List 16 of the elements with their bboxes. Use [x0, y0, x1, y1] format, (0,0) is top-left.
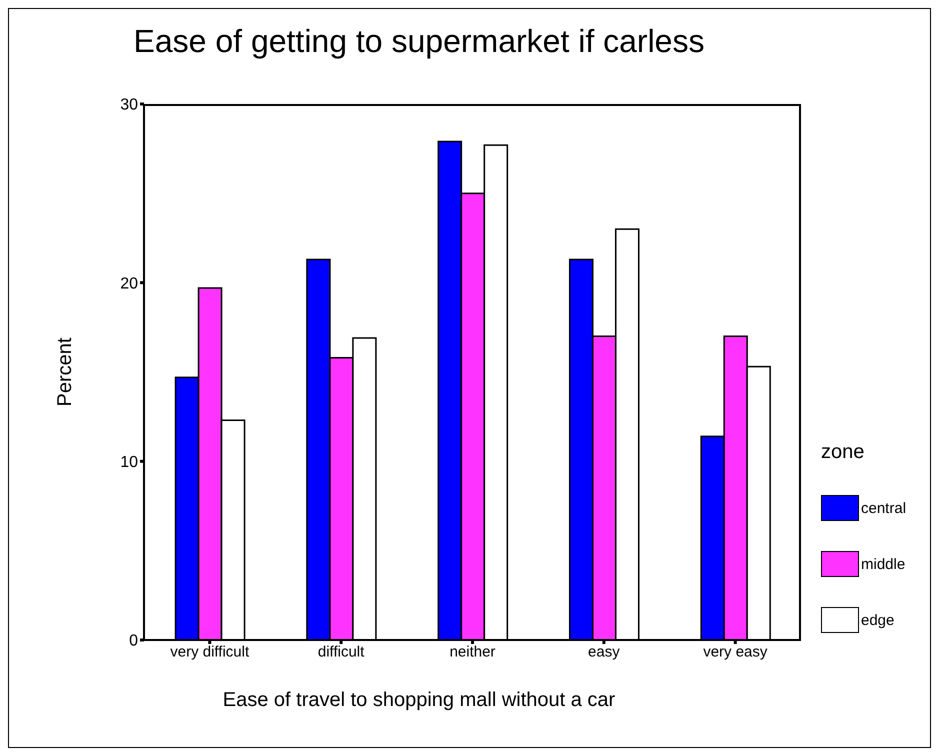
x-tick-label: neither	[450, 644, 496, 661]
x-tick-label: very difficult	[170, 644, 250, 661]
x-tick-label: difficult	[318, 644, 366, 661]
legend-label: middle	[861, 556, 906, 572]
y-tick-label: 20	[120, 275, 138, 292]
y-tick-label: 30	[120, 96, 138, 114]
legend-title: zone	[821, 441, 866, 464]
legend-label: edge	[861, 612, 894, 628]
y-axis-title: Percent	[54, 337, 76, 406]
x-axis-title: Ease of travel to shopping mall without a car	[222, 689, 616, 712]
legend-label: central	[861, 500, 906, 516]
x-tick-label: very easy	[703, 644, 768, 661]
chart-title: Ease of getting to supermarket if carless	[132, 23, 706, 60]
y-tick-label: 0	[129, 632, 138, 650]
y-tick-label: 10	[120, 454, 138, 472]
x-tick-label: easy	[588, 644, 620, 661]
